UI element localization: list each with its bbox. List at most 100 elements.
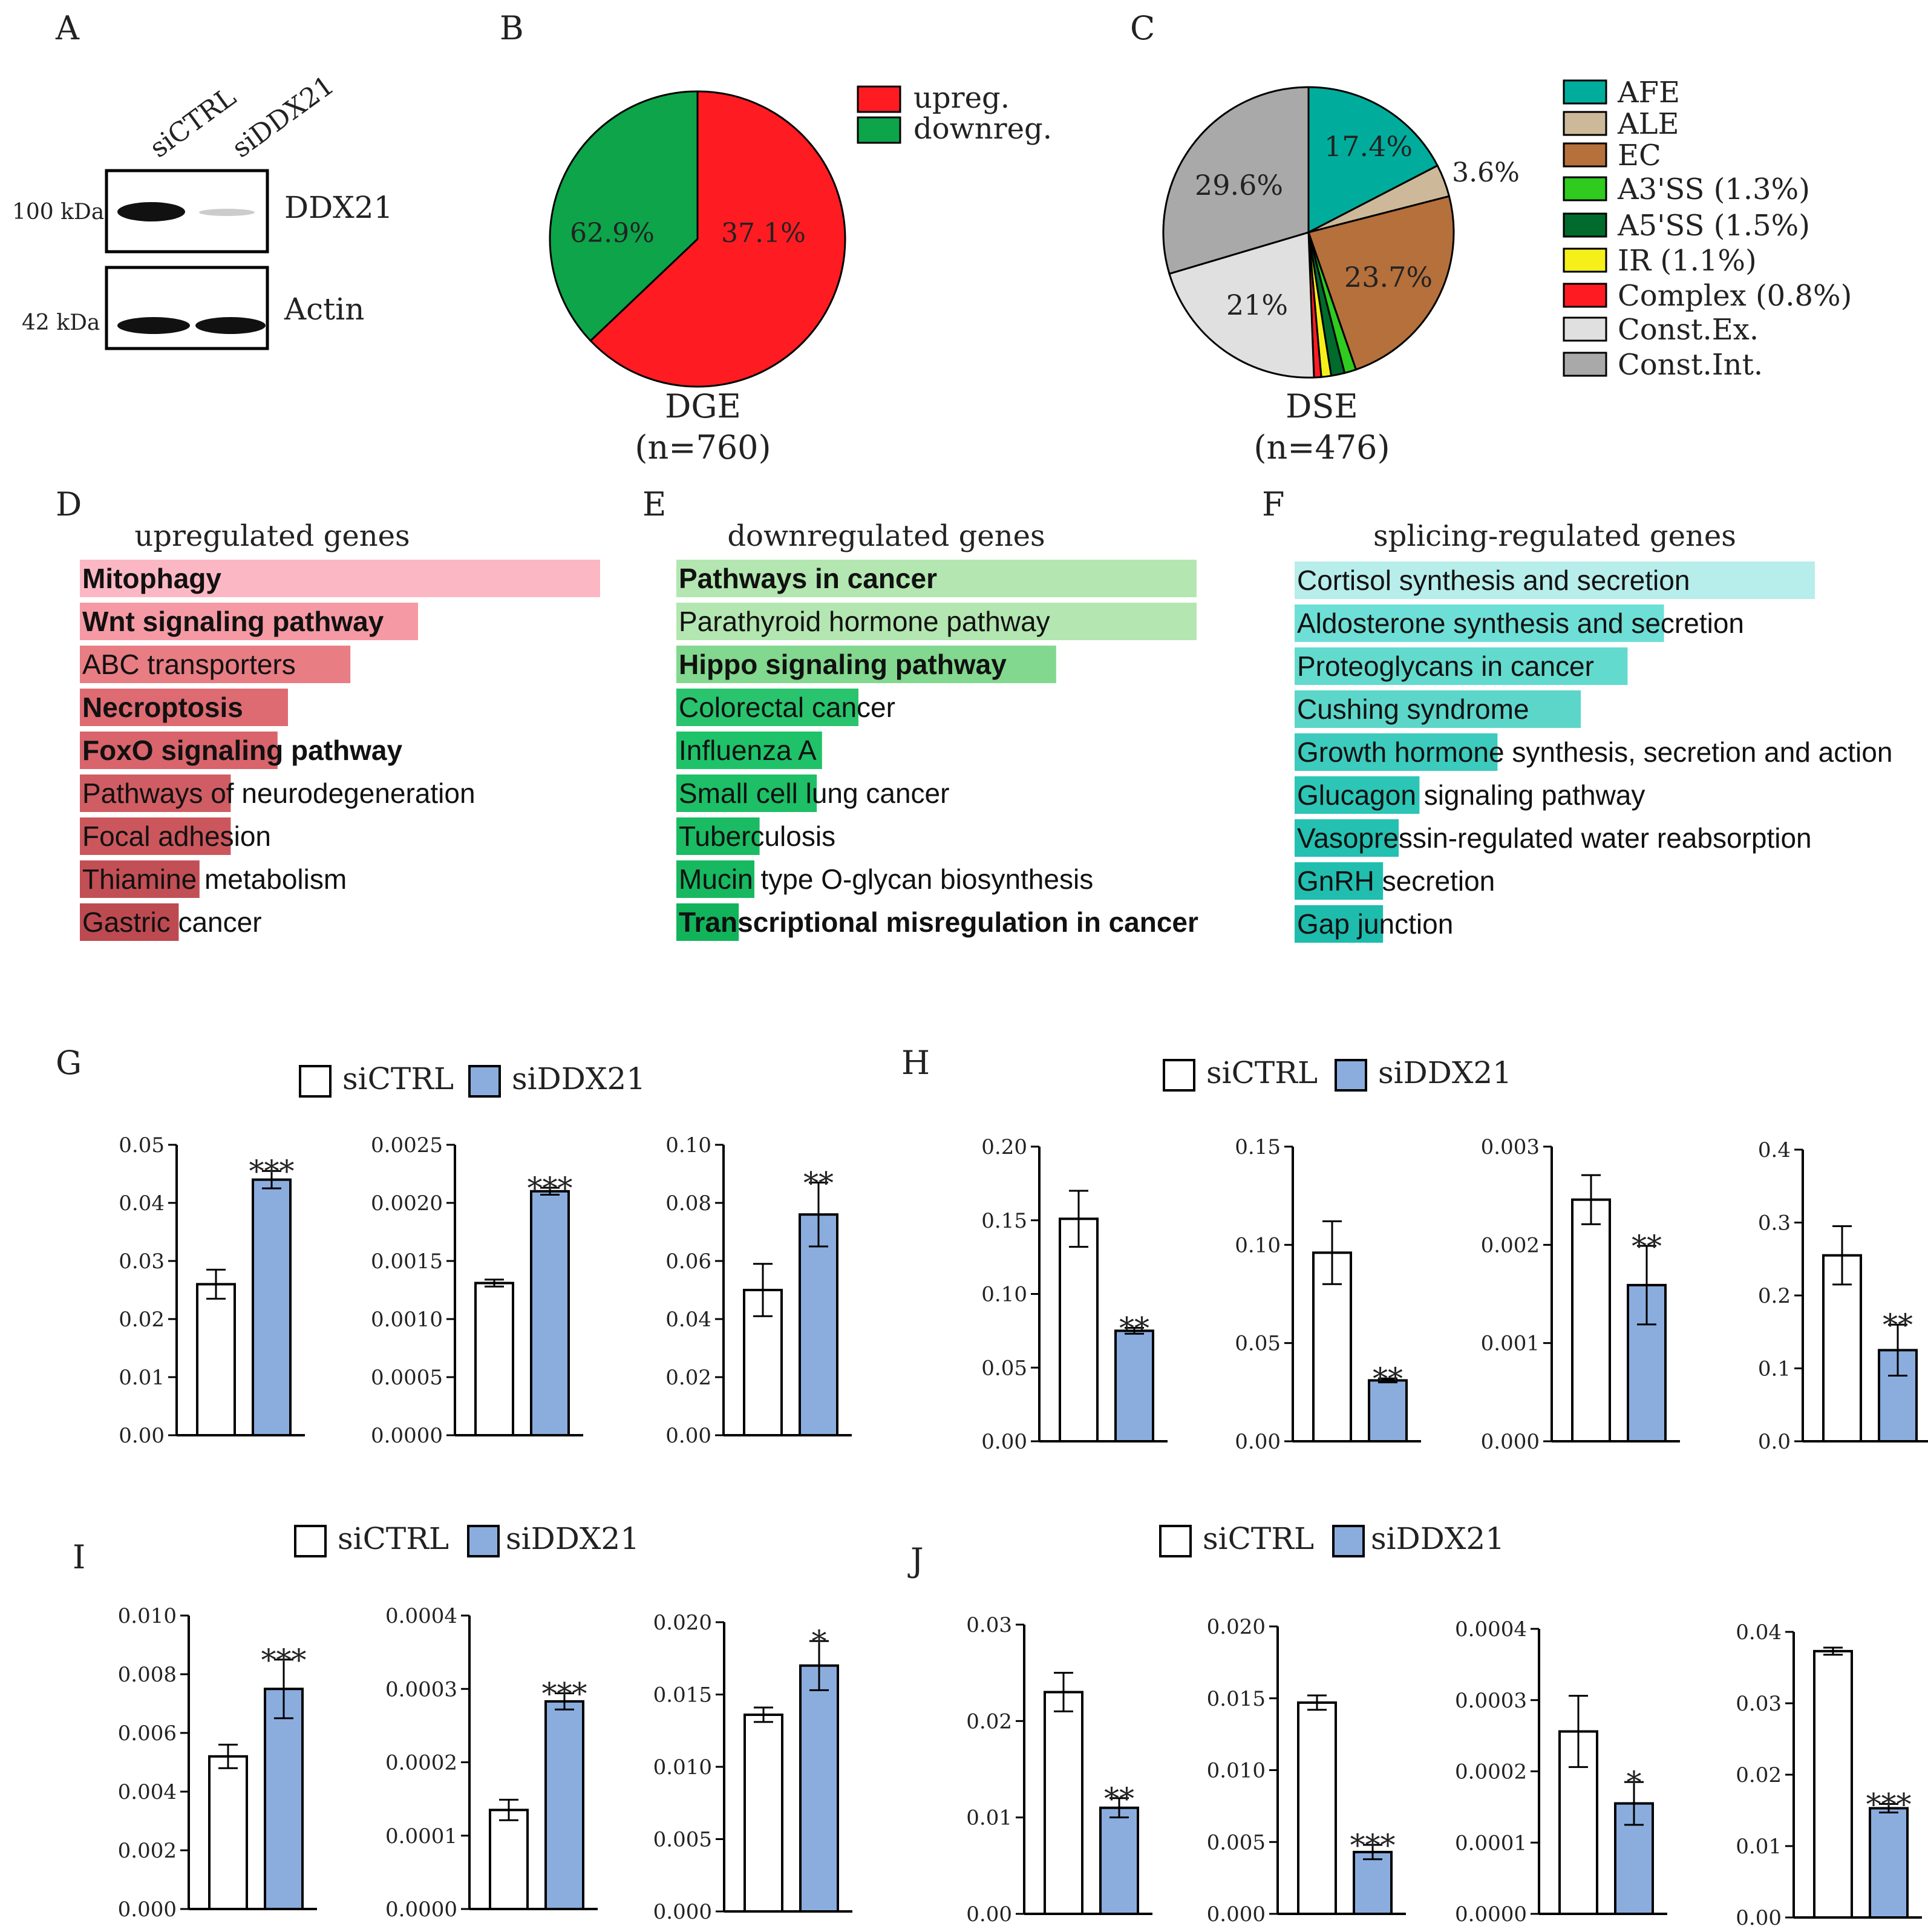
bar-siddx21 — [264, 1688, 304, 1910]
pie-label-ec: 23.7% — [1344, 261, 1433, 293]
pie-label-downreg: 37.1% — [721, 218, 806, 249]
enrichment-bar-abc-transporters — [80, 646, 351, 683]
enrichment-bar-foxo-signaling-pathway — [80, 732, 278, 769]
y-tick-label: 0.0015 — [371, 1249, 443, 1274]
enrichment-bar-colorectal-cancer — [676, 689, 858, 726]
band-ddx21-siddx21 — [199, 209, 255, 216]
legend-swatch-downreg — [857, 116, 901, 144]
bar-siddx21 — [544, 1700, 584, 1911]
legend-j: siCTRL siDDX21 — [1159, 1521, 1505, 1557]
legend-swatch-upreg — [857, 85, 901, 113]
enrichment-label-growth-hormone-synthesis-secretion-and-action: Growth hormone synthesis, secretion and … — [1297, 736, 1892, 768]
y-tick-label: 0.3 — [1758, 1211, 1791, 1236]
bar-sictrl — [474, 1282, 514, 1436]
y-tick-label: 0.000 — [653, 1900, 712, 1924]
qpcr-chart-j3: 0.0000 0.0001 0.0002 0.0003 0.0004 * — [1455, 1617, 1667, 1927]
enrichment-label-small-cell-lung-cancer: Small cell lung cancer — [679, 778, 949, 809]
legend-text-siddx21: siDDX21 — [1378, 1055, 1512, 1090]
legend-text-ec: EC — [1618, 139, 1661, 172]
enrichment-downregulated: Pathways in cancer Parathyroid hormone pa… — [676, 560, 1198, 941]
band-actin-siddx21 — [195, 317, 266, 334]
bar-sictrl — [196, 1283, 236, 1436]
mw-label-42: 42 kDa — [22, 310, 100, 335]
legend-swatch-siddx21 — [1335, 1059, 1367, 1092]
legend-i: siCTRL siDDX21 — [294, 1521, 639, 1557]
pie-title-dge: DGE — [665, 387, 741, 425]
y-tick-label: 0.03 — [119, 1249, 165, 1274]
panel-label-h: H — [901, 1044, 930, 1082]
y-tick-label: 0.00 — [981, 1430, 1027, 1454]
qpcr-chart-j1: 0.00 0.01 0.02 0.03 ** — [966, 1613, 1152, 1927]
enrichment-splicing: Cortisol synthesis and secretion Aldoster… — [1295, 562, 1892, 943]
enrichment-label-wnt-signaling-pathway: Wnt signaling pathway — [82, 606, 384, 637]
bar-sictrl — [208, 1755, 248, 1911]
qpcr-chart-j2: 0.000 0.005 0.010 0.015 0.020 *** — [1207, 1615, 1406, 1927]
bar-sictrl — [743, 1713, 783, 1913]
pie-label-upreg: 62.9% — [570, 218, 655, 249]
bar-sictrl — [1571, 1198, 1611, 1443]
y-tick-label: 0.00 — [966, 1902, 1012, 1927]
legend-swatch-const-ex — [1563, 316, 1607, 342]
y-tick-label: 0.08 — [665, 1191, 711, 1216]
y-tick-label: 0.0002 — [385, 1751, 457, 1775]
enrichment-bar-parathyroid-hormone-pathway — [676, 603, 1197, 640]
y-tick-label: 0.000 — [1481, 1430, 1540, 1454]
significance-marker: ** — [1632, 1229, 1662, 1264]
enrichment-bar-transcriptional-misregulation-in-cancer — [676, 903, 739, 941]
y-tick-label: 0.0004 — [1455, 1617, 1527, 1642]
y-tick-label: 0.06 — [665, 1249, 711, 1274]
y-tick-label: 0.0001 — [385, 1824, 457, 1848]
y-tick-label: 0.005 — [1207, 1830, 1266, 1855]
y-tick-label: 0.10 — [981, 1283, 1027, 1307]
y-tick-label: 0.04 — [665, 1308, 711, 1332]
y-tick-label: 0.01 — [966, 1806, 1012, 1830]
y-tick-label: 0.010 — [118, 1604, 177, 1628]
enrichment-label-cushing-syndrome: Cushing syndrome — [1297, 693, 1529, 725]
pie-slice-downreg — [549, 90, 699, 342]
legend-swatch-sictrl — [1163, 1059, 1195, 1092]
legend-text-ale: ALE — [1617, 107, 1679, 141]
legend-text-upreg: upreg. — [913, 81, 1010, 115]
bar-sictrl — [1044, 1691, 1083, 1916]
y-tick-label: 0.02 — [966, 1709, 1012, 1734]
legend-text-downreg: downreg. — [913, 112, 1052, 146]
y-tick-label: 0.04 — [1736, 1620, 1782, 1645]
significance-marker: ** — [1119, 1311, 1149, 1346]
y-tick-label: 0.005 — [653, 1828, 712, 1852]
y-tick-label: 0.2 — [1758, 1284, 1791, 1308]
enrichment-bar-wnt-signaling-pathway — [80, 603, 418, 640]
y-tick-label: 0.004 — [118, 1780, 177, 1804]
y-tick-label: 0.002 — [118, 1839, 177, 1863]
pie-slice-const-int — [1162, 86, 1310, 275]
y-tick-label: 0.010 — [653, 1755, 712, 1780]
y-tick-label: 0.02 — [665, 1366, 711, 1390]
y-tick-label: 0.0002 — [1455, 1760, 1527, 1784]
enrichment-bar-cushing-syndrome — [1295, 690, 1581, 728]
qpcr-bar-charts: 0.000.010.020.030.040.05***0.00000.00050… — [118, 1133, 1928, 1930]
legend-text-afe: AFE — [1617, 76, 1680, 110]
panel-label-i: I — [73, 1538, 85, 1576]
legend-text-sictrl: siCTRL — [1206, 1055, 1318, 1090]
lane-label-sictrl: siCTRL — [144, 81, 241, 163]
y-tick-label: 0.0010 — [371, 1308, 443, 1332]
enrichment-bar-mucin-type-o-glycan-biosynthesis — [676, 860, 754, 898]
legend-swatch-ec — [1563, 142, 1607, 168]
legend-swatch-sictrl — [1159, 1525, 1192, 1557]
y-tick-label: 0.10 — [665, 1133, 711, 1158]
significance-marker: ** — [803, 1165, 834, 1200]
enrichment-bar-gnrh-secretion — [1295, 862, 1384, 900]
legend-text-sictrl: siCTRL — [1203, 1521, 1314, 1556]
legend-text-sictrl: siCTRL — [342, 1061, 454, 1096]
enrichment-label-proteoglycans-in-cancer: Proteoglycans in cancer — [1297, 650, 1594, 682]
panel-label-f: F — [1262, 485, 1284, 523]
enrichment-bar-mitophagy — [80, 560, 600, 597]
y-tick-label: 0.0003 — [385, 1677, 457, 1701]
y-tick-label: 0.01 — [1736, 1835, 1782, 1859]
legend-swatch-const-int — [1563, 352, 1607, 377]
enrichment-bar-proteoglycans-in-cancer — [1295, 647, 1628, 685]
y-tick-label: 0.05 — [981, 1356, 1027, 1380]
legend-h: siCTRL siDDX21 — [1163, 1055, 1512, 1092]
pie-slice-upreg — [589, 90, 846, 388]
